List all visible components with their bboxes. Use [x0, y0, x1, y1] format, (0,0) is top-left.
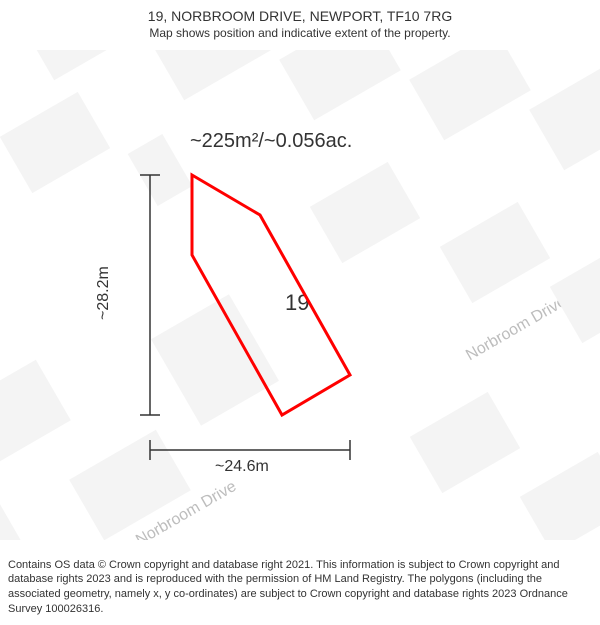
building-shape [409, 50, 531, 140]
building-shape [279, 50, 401, 120]
building-shape [151, 294, 279, 426]
building-shape [550, 242, 600, 343]
map-canvas: ~225m²/~0.056ac. 19 ~28.2m ~24.6m Norbro… [0, 50, 600, 540]
building-shape [410, 392, 520, 493]
road-label-upper: Norbroom Drive [463, 293, 570, 365]
page-title: 19, NORBROOM DRIVE, NEWPORT, TF10 7RG [10, 8, 590, 24]
building-shape [0, 480, 21, 540]
building-shape [529, 60, 600, 171]
copyright-footer: Contains OS data © Crown copyright and d… [0, 552, 600, 625]
building-shape [0, 92, 110, 193]
width-dimension-label: ~24.6m [215, 458, 269, 476]
building-shape [310, 162, 420, 263]
building-shape [19, 50, 141, 80]
area-label: ~225m²/~0.056ac. [190, 130, 352, 153]
building-shape [440, 202, 550, 303]
plot-number-label: 19 [285, 290, 309, 316]
building-shape [0, 360, 71, 471]
building-shape [149, 50, 271, 100]
height-dimension-label: ~28.2m [95, 266, 113, 320]
page-subtitle: Map shows position and indicative extent… [10, 26, 590, 40]
header: 19, NORBROOM DRIVE, NEWPORT, TF10 7RG Ma… [0, 0, 600, 44]
building-shape [128, 134, 193, 206]
building-shape [520, 452, 600, 540]
